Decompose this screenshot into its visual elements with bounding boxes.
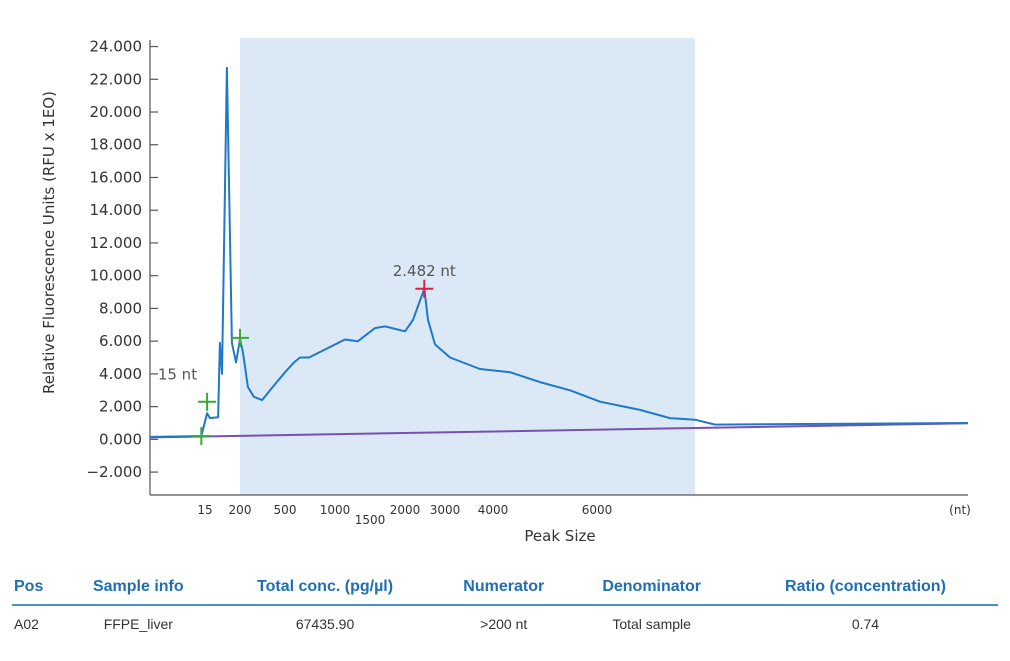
x-tick-label: 3000 (430, 503, 461, 517)
y-tick-label: 2.000 (99, 398, 142, 416)
y-tick-label: 18.000 (90, 136, 143, 154)
peak-label: 2.482 nt (393, 262, 456, 280)
x-tick-label: 6000 (582, 503, 613, 517)
results-table: Pos Sample info Total conc. (pg/µl) Nume… (12, 574, 998, 642)
peak-marker (192, 427, 211, 446)
y-tick-label: 14.000 (90, 201, 143, 219)
x-tick-label: 200 (229, 503, 252, 517)
series-sample (149, 66, 969, 438)
header-numerator: Numerator (437, 574, 571, 606)
x-tick-label: 1000 (320, 503, 351, 517)
y-tick-label: −2.000 (86, 463, 142, 481)
table-row: A02 FFPE_liver 67435.90 >200 nt Total sa… (12, 605, 998, 642)
y-tick-label: 20.000 (90, 103, 143, 121)
x-tick-label: 2000 (390, 503, 421, 517)
cell-pos: A02 (14, 616, 39, 632)
peak-label: 15 nt (158, 366, 197, 384)
cell-ratio: 0.74 (851, 616, 880, 632)
y-tick-label: 10.000 (90, 267, 143, 285)
x-tick-label: 4000 (478, 503, 509, 517)
y-tick-label: 24.000 (90, 38, 143, 56)
cell-sample-info: FFPE_liver (103, 616, 173, 632)
peak-marker (198, 392, 217, 411)
header-denominator: Denominator (570, 574, 733, 606)
x-tick-label: 1500 (355, 513, 386, 527)
header-pos: Pos (12, 574, 64, 606)
electropherogram-chart: −2.000 0.000 2.000 4.000 6.000 8.000 10.000 12.… (40, 38, 971, 545)
y-tick-label: 22.000 (90, 70, 143, 88)
x-unit-label: (nt) (949, 503, 971, 517)
shaded-region (240, 38, 696, 495)
x-axis-label: Peak Size (524, 527, 595, 545)
header-sample-info: Sample info (63, 574, 214, 606)
cell-total-conc: 67435.90 (295, 616, 355, 632)
header-ratio: Ratio (concentration) (732, 574, 998, 606)
y-tick-label: 0.000 (99, 430, 142, 448)
cell-denominator: Total sample (612, 616, 691, 632)
header-total-conc: Total conc. (pg/µl) (213, 574, 438, 606)
y-tick-label: 16.000 (90, 168, 143, 186)
y-tick-label: 6.000 (99, 332, 142, 350)
series-baseline (149, 422, 969, 439)
x-tick-label: 500 (274, 503, 297, 517)
y-tick-label: 4.000 (99, 365, 142, 383)
peak-marker (415, 279, 434, 298)
y-axis-label: Relative Fluorescence Units (RFU x 1EO) (40, 91, 58, 394)
y-tick-label: 8.000 (99, 299, 142, 317)
y-tick-label: 12.000 (90, 234, 143, 252)
x-tick-label: 15 (197, 503, 212, 517)
table-header-row: Pos Sample info Total conc. (pg/µl) Nume… (12, 574, 998, 606)
cell-numerator: >200 nt (480, 616, 528, 632)
peak-marker (231, 328, 249, 347)
